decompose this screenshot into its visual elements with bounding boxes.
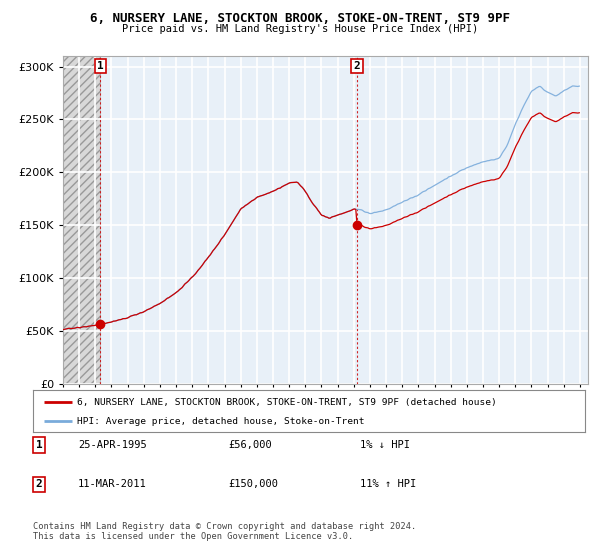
Text: 11-MAR-2011: 11-MAR-2011	[78, 479, 147, 489]
Text: 6, NURSERY LANE, STOCKTON BROOK, STOKE-ON-TRENT, ST9 9PF: 6, NURSERY LANE, STOCKTON BROOK, STOKE-O…	[90, 12, 510, 25]
Text: 1% ↓ HPI: 1% ↓ HPI	[360, 440, 410, 450]
Text: £56,000: £56,000	[228, 440, 272, 450]
Text: HPI: Average price, detached house, Stoke-on-Trent: HPI: Average price, detached house, Stok…	[77, 417, 365, 426]
Text: 2: 2	[35, 479, 43, 489]
Text: 25-APR-1995: 25-APR-1995	[78, 440, 147, 450]
Text: 11% ↑ HPI: 11% ↑ HPI	[360, 479, 416, 489]
Text: 1: 1	[97, 61, 104, 71]
Text: £150,000: £150,000	[228, 479, 278, 489]
Text: Contains HM Land Registry data © Crown copyright and database right 2024.: Contains HM Land Registry data © Crown c…	[33, 522, 416, 531]
Text: Price paid vs. HM Land Registry's House Price Index (HPI): Price paid vs. HM Land Registry's House …	[122, 24, 478, 34]
Text: 6, NURSERY LANE, STOCKTON BROOK, STOKE-ON-TRENT, ST9 9PF (detached house): 6, NURSERY LANE, STOCKTON BROOK, STOKE-O…	[77, 398, 497, 407]
Bar	[63, 56, 100, 384]
Text: 1: 1	[35, 440, 43, 450]
Bar	[63, 56, 100, 384]
Text: 2: 2	[353, 61, 360, 71]
Text: This data is licensed under the Open Government Licence v3.0.: This data is licensed under the Open Gov…	[33, 532, 353, 541]
